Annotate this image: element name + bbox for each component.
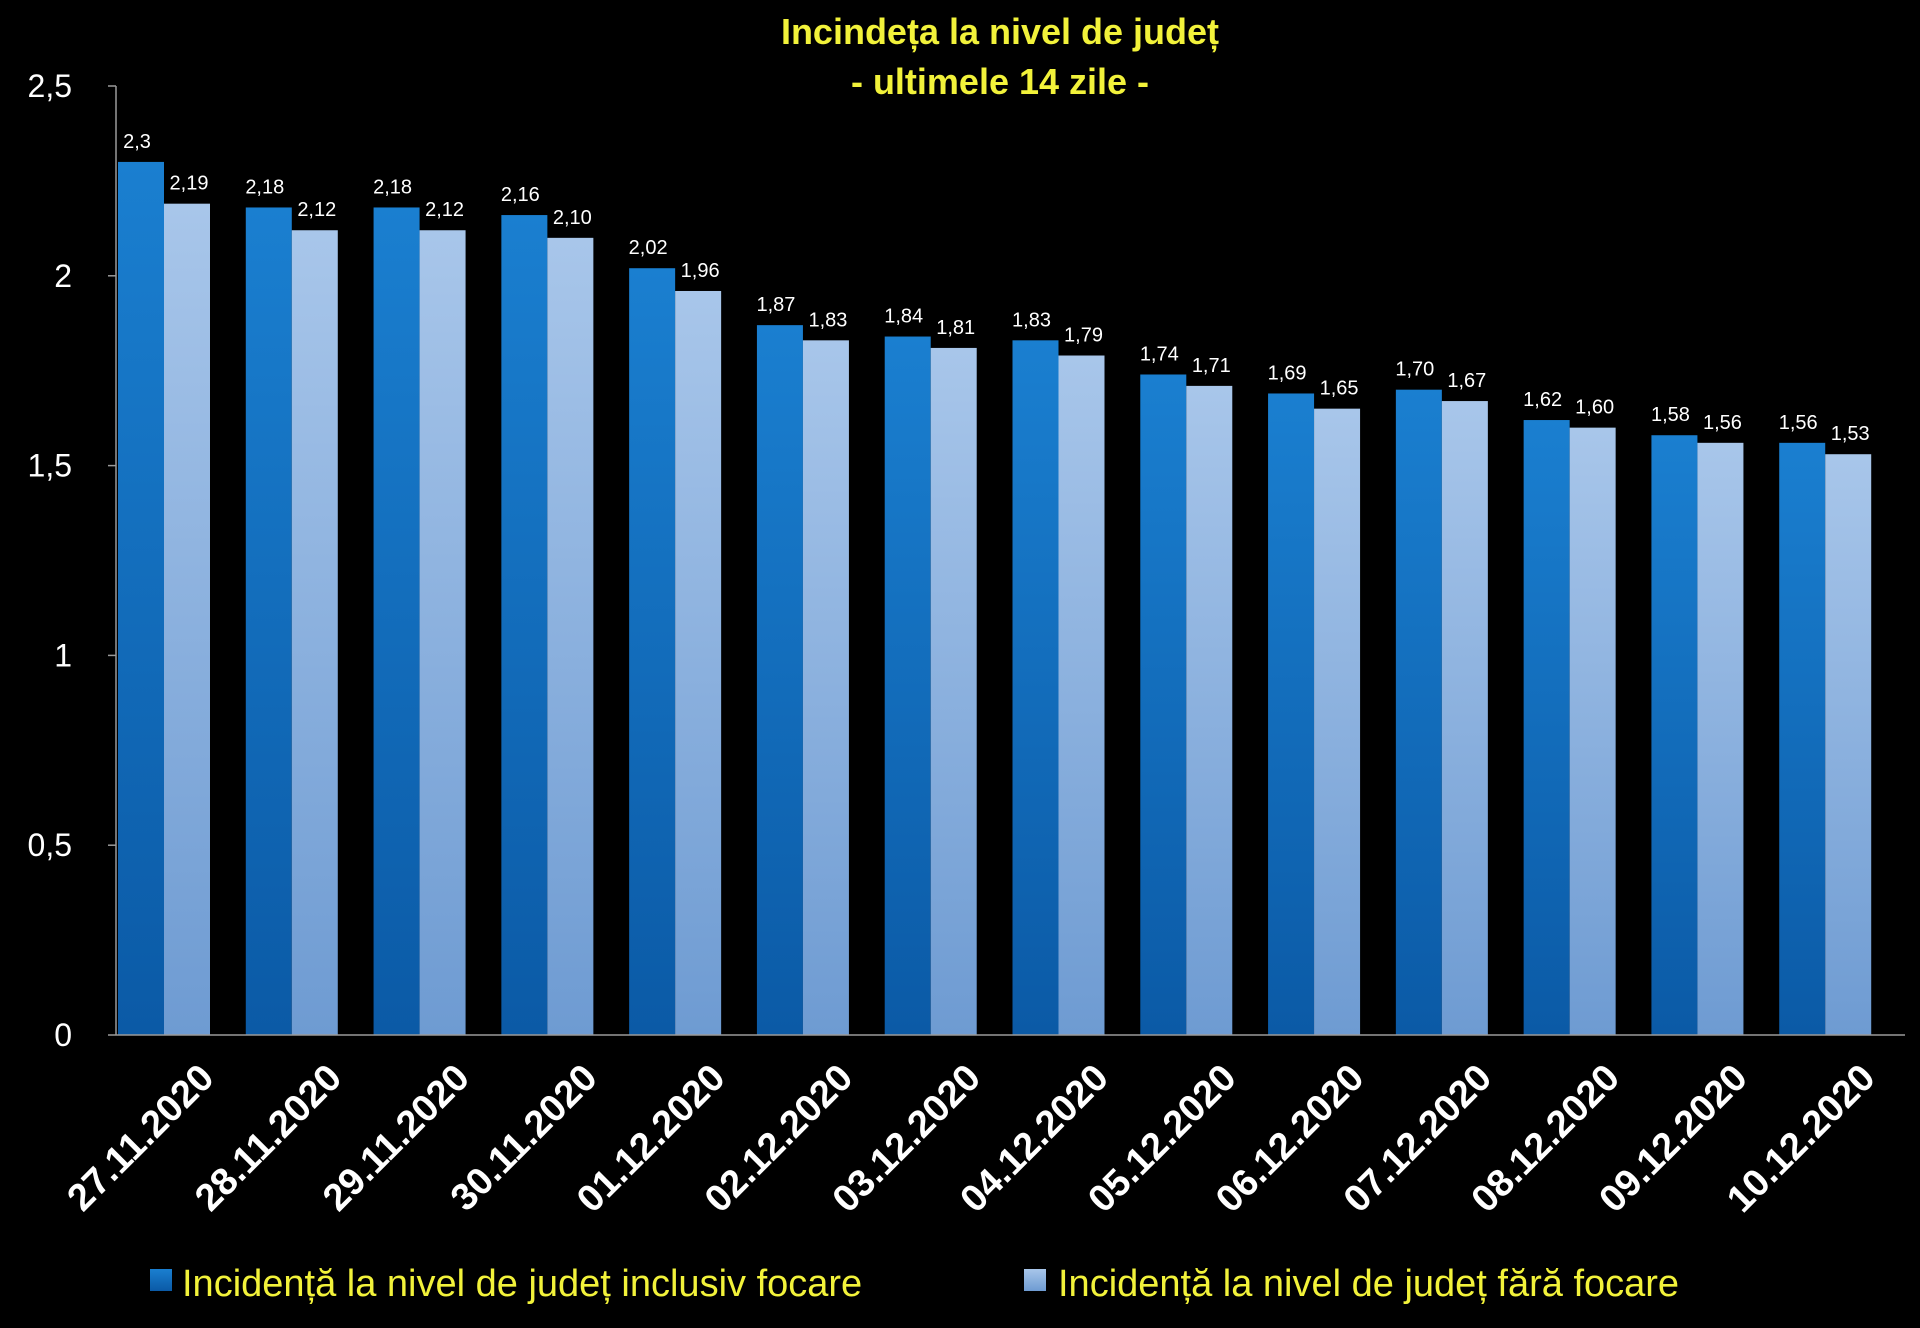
bar-series-2 bbox=[164, 203, 210, 1035]
data-label: 1,65 bbox=[1320, 378, 1359, 400]
data-label: 2,16 bbox=[501, 184, 540, 206]
y-axis: 0 0,5 1 1,5 2 2,5 bbox=[28, 68, 117, 1053]
bar-series-1 bbox=[118, 161, 164, 1036]
data-label: 1,79 bbox=[1064, 325, 1103, 347]
data-label: 1,60 bbox=[1575, 397, 1614, 419]
data-label: 2,18 bbox=[373, 176, 412, 198]
bar-series-2 bbox=[1058, 355, 1105, 1035]
bar-series-2 bbox=[1441, 401, 1488, 1035]
data-label: 1,87 bbox=[756, 294, 795, 316]
bar-series-1 bbox=[1779, 442, 1826, 1036]
bar-series-1 bbox=[1395, 389, 1442, 1035]
bar-series-2 bbox=[419, 230, 466, 1036]
bar-series-2 bbox=[1314, 408, 1361, 1035]
bar-series-1 bbox=[1140, 374, 1187, 1036]
data-label: 1,71 bbox=[1192, 355, 1231, 377]
data-label: 1,81 bbox=[936, 317, 975, 339]
data-label: 1,53 bbox=[1831, 423, 1870, 445]
y-tick-label: 0 bbox=[54, 1017, 72, 1053]
data-label: 2,19 bbox=[170, 173, 209, 195]
legend-label-1: Incidență la nivel de județ inclusiv foc… bbox=[182, 1263, 862, 1305]
bar-series-1 bbox=[1268, 393, 1315, 1035]
data-label: 1,83 bbox=[1012, 309, 1051, 331]
bar-series-1 bbox=[501, 215, 548, 1036]
bar-series-2 bbox=[1825, 454, 1872, 1035]
data-label: 1,56 bbox=[1703, 412, 1742, 434]
bar-series-1 bbox=[1651, 435, 1698, 1035]
y-tick-label: 2,5 bbox=[28, 68, 72, 104]
chart-subtitle: - ultimele 14 zile - bbox=[851, 61, 1149, 102]
data-label: 1,70 bbox=[1395, 359, 1434, 381]
bar-series-2 bbox=[547, 237, 594, 1036]
data-label: 1,58 bbox=[1651, 404, 1690, 426]
legend: Incidență la nivel de județ inclusiv foc… bbox=[150, 1263, 1679, 1305]
bar-series-1 bbox=[756, 325, 803, 1035]
bar-series-2 bbox=[802, 340, 849, 1035]
data-label: 1,62 bbox=[1523, 389, 1562, 411]
bar-series-2 bbox=[1186, 385, 1233, 1035]
bar-series-2 bbox=[930, 347, 977, 1035]
bar-series-2 bbox=[291, 230, 338, 1036]
y-tick-label: 2 bbox=[54, 258, 72, 294]
y-tick-label: 1 bbox=[54, 637, 72, 673]
bar-series-1 bbox=[629, 268, 676, 1035]
bar-series-1 bbox=[884, 336, 931, 1035]
chart-title: Incindeța la nivel de județ bbox=[781, 11, 1219, 53]
data-label: 2,3 bbox=[123, 131, 151, 153]
data-label: 2,02 bbox=[629, 237, 668, 259]
data-label: 2,18 bbox=[245, 176, 284, 198]
bar-series-2 bbox=[1569, 427, 1616, 1035]
data-label: 2,12 bbox=[297, 199, 336, 221]
data-label: 2,12 bbox=[425, 199, 464, 221]
legend-swatch-1 bbox=[150, 1269, 172, 1291]
data-label: 2,10 bbox=[553, 207, 592, 229]
data-label: 1,56 bbox=[1779, 412, 1818, 434]
data-label: 1,69 bbox=[1268, 362, 1307, 384]
data-label: 1,96 bbox=[681, 260, 720, 282]
bars-group: 2,3 2,19 2,18 2,12 2,18 2,12 2,16 2,10 2,02 1,96 1… bbox=[118, 131, 1872, 1036]
data-label: 1,67 bbox=[1447, 370, 1486, 392]
y-tick-label: 1,5 bbox=[28, 448, 72, 484]
data-label: 1,74 bbox=[1140, 343, 1179, 365]
bar-series-2 bbox=[1697, 442, 1744, 1036]
bar-series-1 bbox=[1523, 420, 1570, 1036]
bar-series-1 bbox=[1012, 340, 1059, 1035]
bar-series-1 bbox=[245, 207, 292, 1036]
bar-series-2 bbox=[675, 290, 722, 1035]
data-label: 1,83 bbox=[808, 309, 847, 331]
bar-series-1 bbox=[373, 207, 420, 1036]
y-tick-label: 0,5 bbox=[28, 827, 72, 863]
data-label: 1,84 bbox=[884, 306, 923, 328]
legend-label-2: Incidență la nivel de județ fără focare bbox=[1058, 1263, 1679, 1305]
x-axis: 27.11.202028.11.202029.11.202030.11.2020… bbox=[60, 1034, 1905, 1221]
legend-swatch-2 bbox=[1024, 1269, 1046, 1291]
